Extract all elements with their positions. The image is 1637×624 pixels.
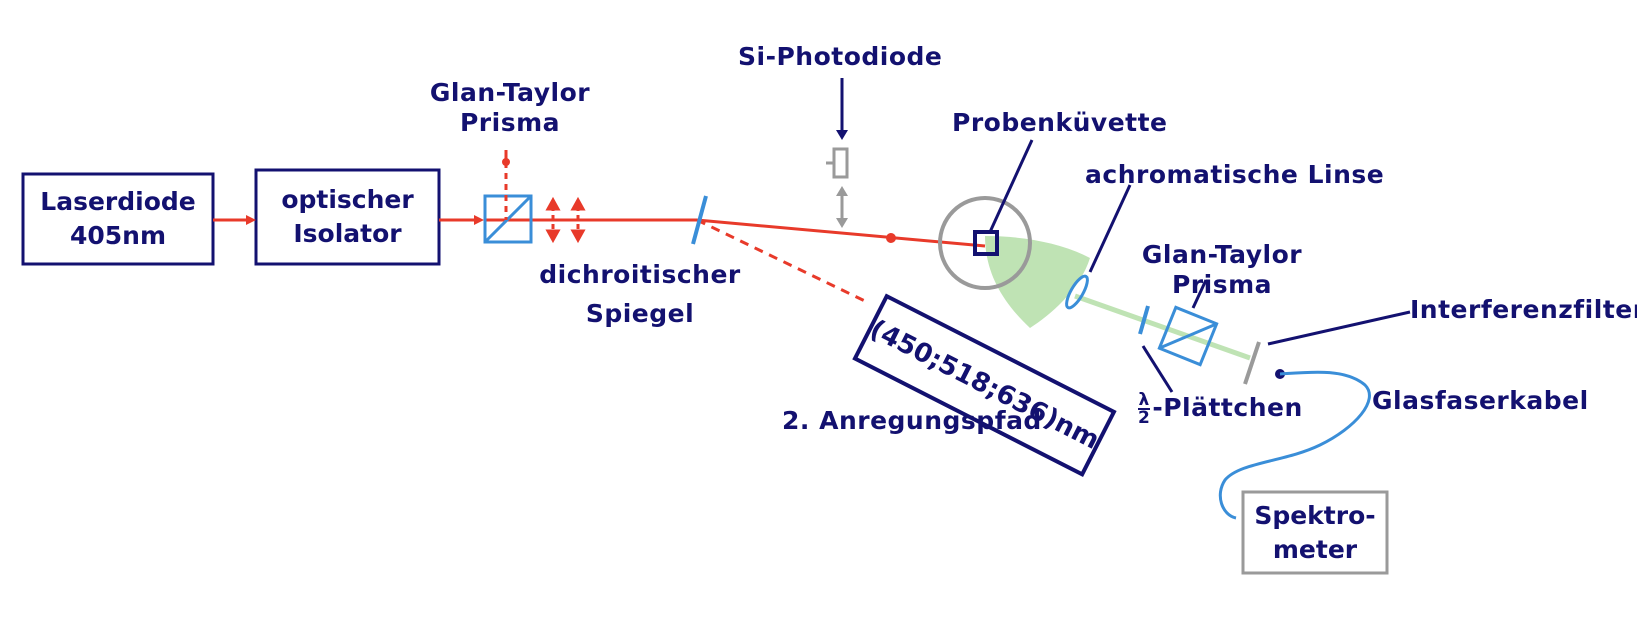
dichroic-mirror bbox=[691, 195, 708, 245]
isolator-box-label: optischer Isolator bbox=[256, 170, 439, 264]
photodiode bbox=[832, 147, 849, 179]
filter-label: Interferenzfilter bbox=[1410, 295, 1637, 324]
prism2-label-line1: Glan-Taylor bbox=[1141, 240, 1303, 269]
lens-label: achromatische Linse bbox=[1085, 160, 1385, 189]
cuvette-label: Probenküvette bbox=[952, 108, 1168, 137]
dichroic-label-line2: Spiegel bbox=[585, 298, 695, 328]
half-fraction: λ 2 bbox=[1138, 390, 1151, 429]
dichroic-label-line1: dichroitischer bbox=[539, 260, 741, 289]
prism2-label-line2: Prisma bbox=[1171, 270, 1273, 299]
spectrometer-label-line2: meter bbox=[1272, 534, 1358, 564]
laser-label-line1: Laserdiode bbox=[40, 187, 196, 217]
spectrometer-label-line1: Spektro- bbox=[1254, 500, 1376, 530]
photodiode-label: Si-Photodiode bbox=[738, 42, 943, 71]
laser-arrowhead-1 bbox=[246, 215, 256, 225]
cuvette-holder-circle bbox=[938, 196, 1032, 290]
spectrometer-box bbox=[1241, 490, 1389, 575]
fraction-denominator: 2 bbox=[1138, 408, 1151, 429]
second-path-label: 2. Anregungspfad bbox=[782, 406, 1042, 435]
interference-filter bbox=[1243, 341, 1261, 385]
dichroic-label: dichroitischer Spiegel bbox=[535, 256, 745, 334]
half-wave-plate bbox=[1138, 305, 1150, 335]
laser-beam-4 bbox=[696, 218, 986, 248]
prism2-pointer bbox=[1191, 279, 1208, 309]
glan-taylor-prism-1 bbox=[483, 194, 533, 244]
beam-marker-dot bbox=[886, 233, 896, 243]
fraction-numerator: λ bbox=[1138, 390, 1150, 410]
prism1-label: Glan-Taylor Prisma bbox=[415, 78, 605, 138]
photodiode-arrow-up bbox=[836, 186, 848, 196]
spectrometer-label: Spektro- meter bbox=[1243, 492, 1387, 573]
photodiode-pointer-head bbox=[836, 130, 848, 140]
waveplate-label: λ 2 -Plättchen bbox=[1138, 390, 1303, 429]
laser-label-line2: 405nm bbox=[69, 221, 167, 250]
lens-pointer bbox=[1088, 184, 1132, 273]
prism1-label-line2: Prisma bbox=[459, 108, 561, 137]
cuvette-pointer bbox=[988, 139, 1034, 233]
isolator-label-line2: Isolator bbox=[293, 219, 402, 248]
achromatic-lens bbox=[1065, 274, 1089, 310]
fluorescence-cone bbox=[985, 236, 1090, 328]
isolator-box bbox=[254, 168, 441, 266]
photodiode-arrow-down bbox=[836, 218, 848, 228]
waveplate-label-text: -Plättchen bbox=[1152, 393, 1303, 423]
isolator-label-line1: optischer bbox=[281, 185, 414, 215]
fiber-label: Glasfaserkabel bbox=[1372, 386, 1589, 415]
fiber-cable bbox=[1218, 370, 1371, 520]
waveplate-pointer bbox=[1141, 345, 1174, 393]
second-source-box bbox=[852, 293, 1117, 477]
polarization-arrows bbox=[545, 196, 586, 244]
glan-taylor-prism-2 bbox=[1157, 305, 1219, 367]
filter-pointer bbox=[1267, 310, 1411, 346]
prism2-label: Glan-Taylor Prisma bbox=[1122, 240, 1322, 300]
cuvette bbox=[973, 230, 999, 256]
laser-arrowhead-2 bbox=[474, 215, 484, 225]
laser-box-label: Laserdiode 405nm bbox=[23, 174, 213, 264]
prism1-label-line1: Glan-Taylor bbox=[429, 78, 591, 107]
fluorescence-beam bbox=[1074, 293, 1251, 361]
